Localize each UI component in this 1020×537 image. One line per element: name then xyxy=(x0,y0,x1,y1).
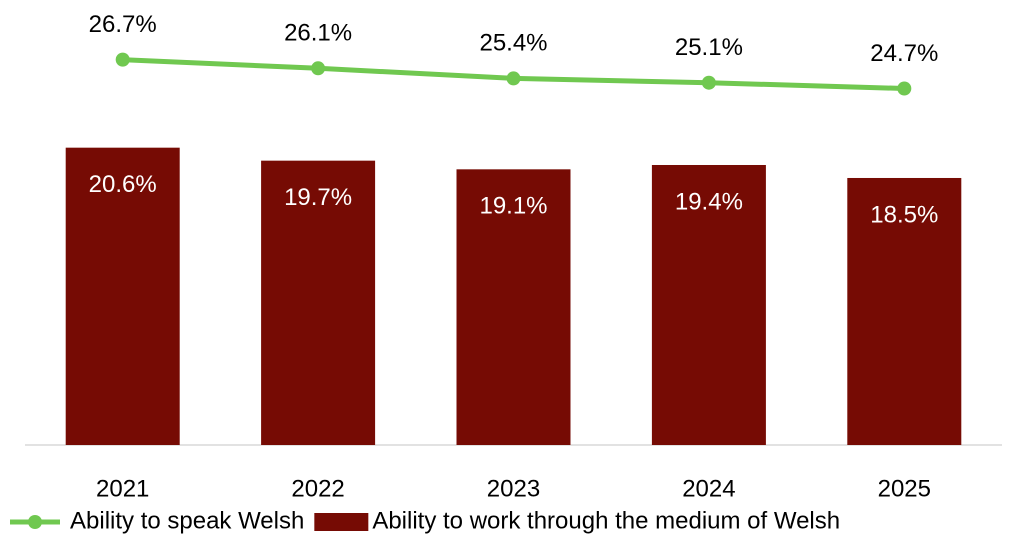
line-value-label: 26.7% xyxy=(89,11,157,38)
line-value-label: 25.1% xyxy=(675,34,743,61)
x-tick-label: 2021 xyxy=(96,475,149,502)
x-tick-label: 2024 xyxy=(682,475,735,502)
bar xyxy=(65,147,180,445)
x-tick-label: 2023 xyxy=(487,475,540,502)
bar xyxy=(261,160,376,445)
bar-value-label: 18.5% xyxy=(870,201,938,228)
line-value-label: 26.1% xyxy=(284,20,352,47)
x-tick-label: 2022 xyxy=(291,475,344,502)
bar-value-label: 19.1% xyxy=(479,193,547,220)
line-value-label: 24.7% xyxy=(870,40,938,67)
bar-value-label: 20.6% xyxy=(89,171,157,198)
x-tick-label: 2025 xyxy=(878,475,931,502)
legend-label: Ability to speak Welsh xyxy=(70,507,304,534)
line-point xyxy=(897,81,912,96)
legend-point xyxy=(28,515,42,529)
bar xyxy=(651,164,766,445)
bar xyxy=(456,169,571,445)
bar-value-label: 19.4% xyxy=(675,188,743,215)
legend-swatch xyxy=(314,513,369,531)
legend-label: Ability to work through the medium of We… xyxy=(372,507,840,534)
line-point xyxy=(115,52,130,67)
line-value-label: 25.4% xyxy=(479,30,547,57)
bar xyxy=(847,177,962,445)
line-point xyxy=(701,75,716,90)
line-point xyxy=(506,71,521,86)
line-point xyxy=(311,61,326,76)
bar-value-label: 19.7% xyxy=(284,184,352,211)
